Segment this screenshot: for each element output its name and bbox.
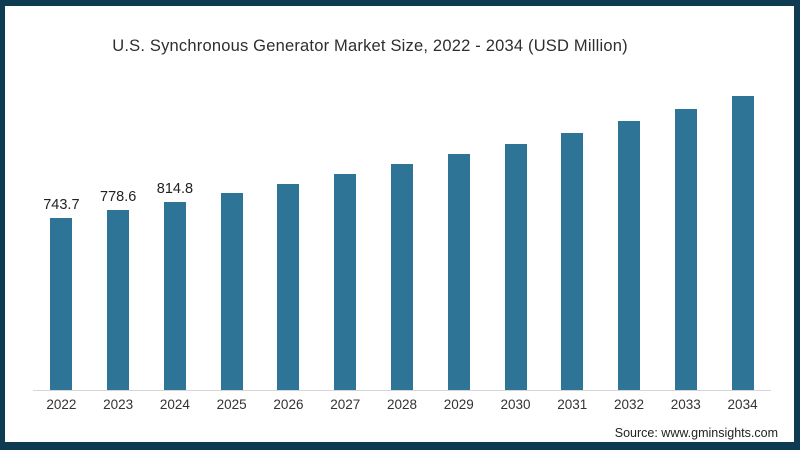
bar-column bbox=[317, 86, 374, 390]
bar-column bbox=[487, 86, 544, 390]
bar-column: 743.7 bbox=[33, 86, 90, 390]
bar-column bbox=[601, 86, 658, 390]
bar bbox=[447, 154, 470, 390]
source-attribution: Source: www.gminsights.com bbox=[614, 426, 778, 440]
x-axis-tick-labels: 2022 2023 2024 2025 2026 2027 2028 2029 2030 2031… bbox=[33, 397, 771, 412]
bar-value-label: 814.8 bbox=[156, 181, 194, 197]
bar-column bbox=[714, 86, 771, 390]
bar bbox=[107, 210, 130, 390]
bar-column bbox=[374, 86, 431, 390]
bar bbox=[561, 133, 584, 390]
bar-column bbox=[203, 86, 260, 390]
x-tick-label: 2034 bbox=[727, 397, 758, 412]
x-tick-label: 2022 bbox=[46, 397, 77, 412]
bar bbox=[334, 174, 357, 390]
bar bbox=[220, 193, 243, 390]
bar bbox=[163, 202, 186, 390]
bar-column bbox=[544, 86, 601, 390]
bar bbox=[50, 218, 73, 390]
bar-column: 814.8 bbox=[147, 86, 204, 390]
bar bbox=[504, 144, 527, 390]
bar-column bbox=[430, 86, 487, 390]
bar-column bbox=[657, 86, 714, 390]
bar-chart-plot-area: 743.7 778.6 814.8 bbox=[33, 86, 771, 390]
x-tick-label: 2030 bbox=[500, 397, 531, 412]
bar bbox=[390, 164, 413, 390]
bar-value-label: 743.7 bbox=[43, 197, 80, 213]
x-axis-line bbox=[33, 390, 771, 391]
bar bbox=[277, 184, 300, 390]
x-tick-label: 2032 bbox=[614, 397, 645, 412]
chart-title: U.S. Synchronous Generator Market Size, … bbox=[112, 37, 628, 55]
x-tick-label: 2024 bbox=[159, 397, 190, 412]
x-tick-label: 2023 bbox=[103, 397, 134, 412]
bar-value-label: 778.6 bbox=[100, 189, 137, 205]
x-tick-label: 2027 bbox=[330, 397, 361, 412]
x-tick-label: 2025 bbox=[216, 397, 247, 412]
x-tick-label: 2031 bbox=[557, 397, 588, 412]
bar-column bbox=[260, 86, 317, 390]
bar bbox=[618, 121, 641, 390]
x-tick-label: 2033 bbox=[670, 397, 701, 412]
bar-column: 778.6 bbox=[90, 86, 147, 390]
bar bbox=[731, 96, 754, 390]
x-tick-label: 2028 bbox=[386, 397, 417, 412]
x-tick-label: 2029 bbox=[443, 397, 474, 412]
x-tick-label: 2026 bbox=[273, 397, 304, 412]
bar bbox=[674, 109, 697, 390]
